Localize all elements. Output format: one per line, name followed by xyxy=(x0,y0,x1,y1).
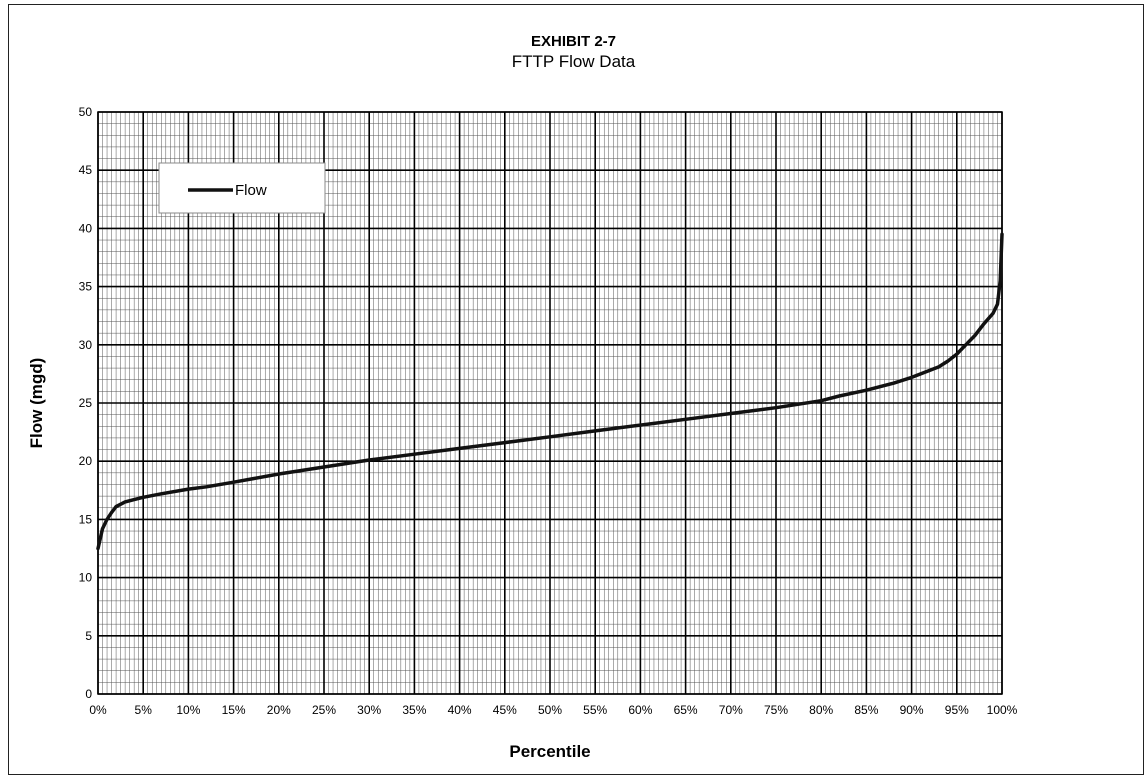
y-axis-label: Flow (mgd) xyxy=(27,358,46,449)
x-tick-label: 15% xyxy=(222,703,246,717)
x-tick-label: 55% xyxy=(583,703,607,717)
chart-subtitle: FTTP Flow Data xyxy=(511,52,636,71)
series-line-flow xyxy=(96,232,1004,551)
x-tick-label: 60% xyxy=(628,703,652,717)
x-tick-labels: 0% 5% 10% 15% 20% 25% 30% 35% 40% 45% 50% 55% 60% 65%… xyxy=(89,703,1017,717)
x-axis-label: Percentile xyxy=(509,742,590,761)
y-tick-label: 30 xyxy=(79,338,93,352)
y-tick-label: 25 xyxy=(79,396,93,410)
plot-border xyxy=(97,111,1003,695)
y-tick-labels: 0 5 10 15 20 25 30 35 40 45 50 xyxy=(79,105,93,701)
y-tick-label: 35 xyxy=(79,280,93,294)
x-tick-label: 10% xyxy=(176,703,200,717)
x-tick-label: 0% xyxy=(89,703,107,717)
x-tick-label: 70% xyxy=(719,703,743,717)
x-tick-label: 90% xyxy=(900,703,924,717)
x-tick-label: 35% xyxy=(402,703,426,717)
chart-frame xyxy=(8,4,1144,775)
y-tick-label: 15 xyxy=(79,512,93,526)
x-tick-label: 100% xyxy=(987,703,1018,717)
x-tick-label: 5% xyxy=(135,703,153,717)
x-tick-label: 20% xyxy=(267,703,291,717)
y-tick-label: 20 xyxy=(79,454,93,468)
x-tick-label: 30% xyxy=(357,703,381,717)
x-tick-label: 75% xyxy=(764,703,788,717)
x-tick-label: 50% xyxy=(538,703,562,717)
x-tick-label: 85% xyxy=(854,703,878,717)
x-tick-label: 65% xyxy=(674,703,698,717)
y-tick-label: 45 xyxy=(79,163,93,177)
x-tick-label: 80% xyxy=(809,703,833,717)
y-tick-label: 10 xyxy=(79,571,93,585)
x-tick-label: 95% xyxy=(945,703,969,717)
x-tick-label: 25% xyxy=(312,703,336,717)
chart-title: EXHIBIT 2-7 xyxy=(530,33,617,50)
legend-box xyxy=(158,162,326,214)
x-tick-label: 45% xyxy=(493,703,517,717)
y-tick-label: 40 xyxy=(79,221,93,235)
series-layer xyxy=(96,232,1004,551)
y-tick-label: 0 xyxy=(85,687,92,701)
legend: Flow xyxy=(158,162,326,214)
y-tick-label: 50 xyxy=(79,105,93,119)
legend-label-flow: Flow xyxy=(235,182,267,199)
x-tick-label: 40% xyxy=(448,703,472,717)
y-tick-label: 5 xyxy=(85,629,92,643)
